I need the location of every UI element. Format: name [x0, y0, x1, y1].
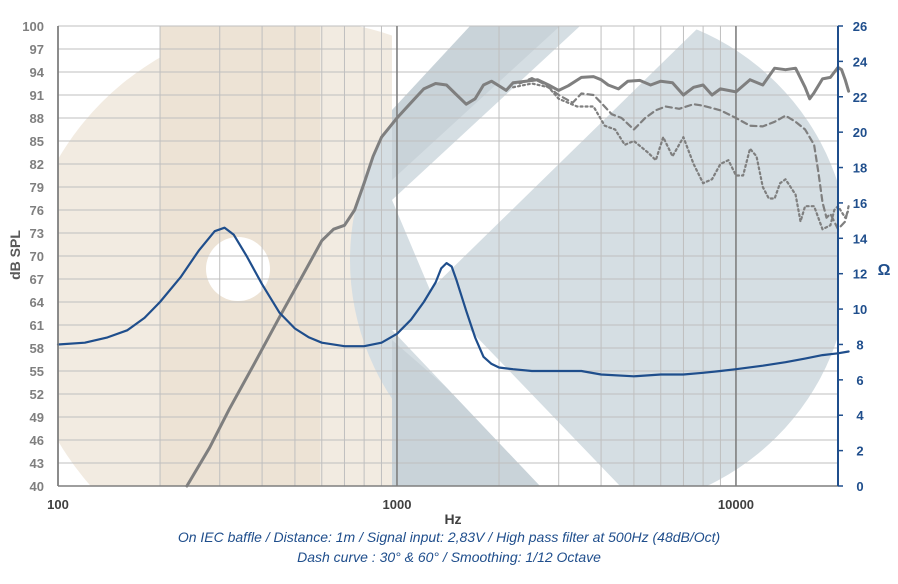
- right-tick-label: 4: [856, 408, 864, 423]
- data-series: [56, 65, 851, 488]
- right-tick-label: 0: [856, 479, 863, 494]
- left-tick-label: 40: [30, 479, 44, 494]
- x-tick-label: 10000: [718, 497, 754, 512]
- left-tick-label: 97: [30, 42, 44, 57]
- left-tick-label: 46: [30, 433, 44, 448]
- right-tick-label: 18: [853, 161, 867, 176]
- caption-curves: Dash curve : 30° & 60° / Smoothing: 1/12…: [297, 549, 601, 565]
- right-tick-label: 24: [853, 54, 868, 69]
- tick-labels: 4043464952555861646770737679828588919497…: [22, 19, 868, 512]
- right-tick-label: 20: [853, 125, 867, 140]
- left-tick-label: 79: [30, 180, 44, 195]
- right-tick-label: 2: [856, 444, 863, 459]
- right-tick-label: 16: [853, 196, 867, 211]
- right-tick-label: 8: [856, 337, 863, 352]
- watermark-k-upper-gap: [392, 26, 700, 290]
- watermark-dot: [206, 237, 270, 301]
- left-tick-label: 82: [30, 157, 44, 172]
- left-tick-label: 73: [30, 226, 44, 241]
- left-tick-label: 61: [30, 318, 44, 333]
- left-tick-label: 58: [30, 341, 44, 356]
- right-tick-label: 22: [853, 90, 867, 105]
- right-tick-label: 10: [853, 302, 867, 317]
- watermark-k-lower-gap: [392, 330, 620, 486]
- right-tick-label: 12: [853, 267, 867, 282]
- left-tick-label: 43: [30, 456, 44, 471]
- series-line-2: [512, 82, 850, 231]
- x-tick-label: 100: [47, 497, 69, 512]
- left-tick-label: 91: [30, 88, 44, 103]
- series-line-3: [56, 226, 850, 378]
- axes: [57, 25, 843, 487]
- left-tick-label: 52: [30, 387, 44, 402]
- right-tick-label: 26: [853, 19, 867, 34]
- left-axis-title: dB SPL: [7, 230, 23, 280]
- x-tick-label: 1000: [383, 497, 412, 512]
- left-tick-label: 88: [30, 111, 44, 126]
- grid-lines: [57, 25, 839, 487]
- left-tick-label: 85: [30, 134, 44, 149]
- right-tick-label: 6: [856, 373, 863, 388]
- right-axis-title: Ω: [878, 262, 891, 279]
- caption-conditions: On IEC baffle / Distance: 1m / Signal in…: [177, 529, 721, 545]
- left-tick-label: 67: [30, 272, 44, 287]
- left-tick-label: 64: [30, 295, 45, 310]
- left-tick-label: 55: [30, 364, 44, 379]
- left-tick-label: 49: [30, 410, 44, 425]
- left-tick-label: 94: [30, 65, 45, 80]
- left-tick-label: 100: [22, 19, 44, 34]
- x-axis-title: Hz: [444, 511, 461, 527]
- right-tick-label: 14: [853, 231, 868, 246]
- left-tick-label: 70: [30, 249, 44, 264]
- series-line-0: [185, 65, 851, 488]
- left-tick-label: 76: [30, 203, 44, 218]
